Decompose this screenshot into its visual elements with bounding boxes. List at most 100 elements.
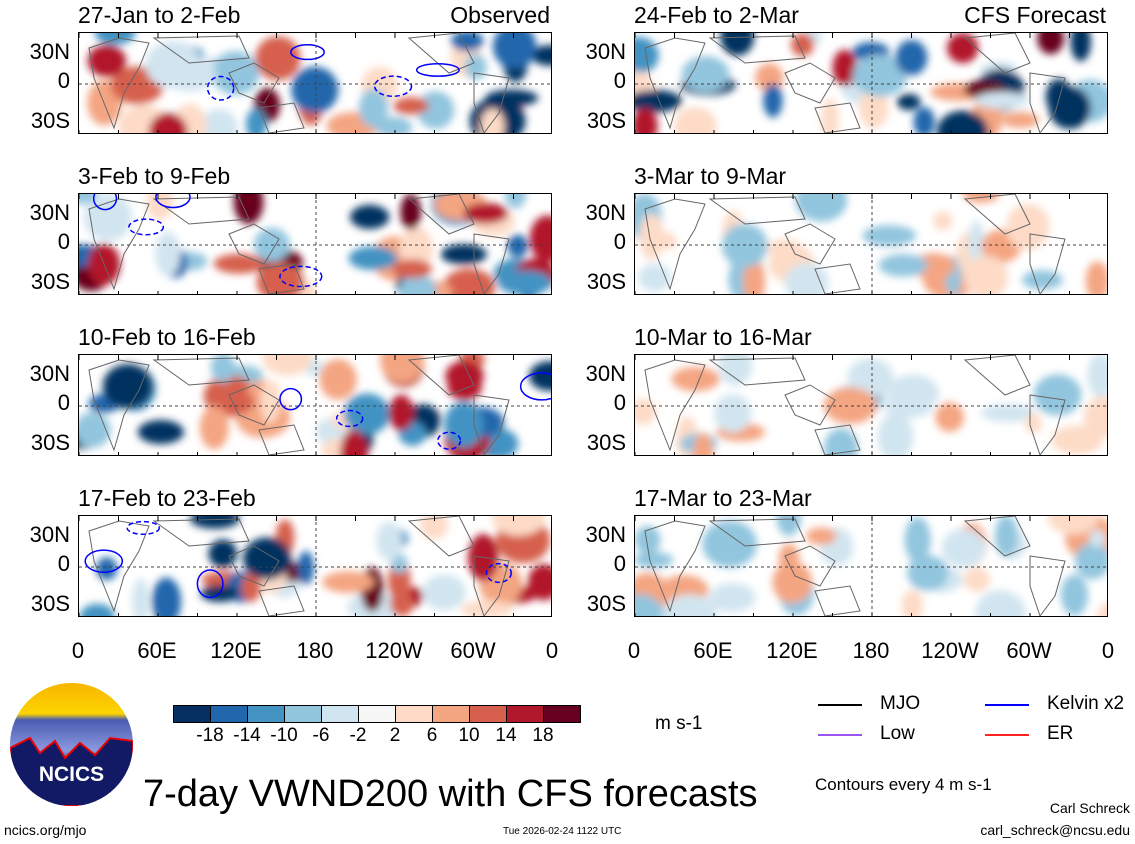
anomaly-blob: [784, 262, 829, 294]
y-tick-label: 0: [613, 551, 626, 576]
y-tick-label: 30S: [30, 108, 70, 133]
coastline: [88, 198, 150, 291]
map-panel: [78, 354, 552, 456]
y-tick-label: 30N: [29, 200, 70, 225]
anomaly-blob: [79, 194, 98, 205]
anomaly-blob: [806, 527, 837, 545]
anomaly-blob: [319, 358, 357, 400]
anomaly-blob: [884, 396, 933, 419]
anomaly-blob: [941, 528, 986, 568]
anomaly-blob: [213, 253, 265, 274]
email: carl_schreck@ncsu.edu: [980, 822, 1130, 838]
x-tick-label: 180: [296, 638, 334, 663]
anomaly-blob: [877, 413, 914, 455]
anomaly-blob: [1048, 86, 1091, 130]
x-tick-label: 0: [627, 638, 641, 663]
legend-label: Kelvin x2: [1047, 693, 1125, 714]
anomaly-blob: [350, 204, 390, 229]
anomaly-blob: [1087, 355, 1107, 398]
coastline: [708, 196, 806, 225]
x-tick-label: 120W: [365, 638, 423, 663]
coastline: [152, 518, 250, 547]
anomaly-blob: [243, 537, 292, 580]
site-link[interactable]: ncics.org/mjo: [4, 822, 87, 838]
panel-tag: CFS Forecast: [964, 2, 1106, 28]
coastline: [88, 520, 150, 613]
anomaly-blob: [492, 33, 537, 69]
coastline: [1029, 72, 1066, 133]
anomaly-blob: [1097, 602, 1107, 616]
anomaly-blob: [673, 107, 717, 133]
y-tick-label: 30S: [586, 108, 626, 133]
kelvin-contour: [279, 387, 303, 411]
y-tick-label: 30N: [585, 39, 626, 64]
anomaly-blob: [1033, 374, 1082, 416]
coastline: [473, 394, 510, 455]
y-tick-label: 30N: [585, 200, 626, 225]
legend-label: ER: [1047, 723, 1074, 744]
coastline: [814, 585, 861, 616]
anomaly-blob: [145, 40, 201, 89]
coastline: [407, 516, 475, 557]
anomaly-blob: [199, 405, 229, 450]
coastline: [814, 263, 861, 294]
map-panel: [78, 193, 552, 295]
anomaly-blob: [241, 572, 261, 602]
colorbar-label: -18: [196, 725, 224, 746]
figure-title: 7-day VWND200 with CFS forecasts: [143, 773, 758, 815]
colorbar-swatch: [211, 706, 248, 722]
anomaly-blob: [795, 194, 848, 222]
anomaly-blob: [348, 246, 398, 271]
colorbar-swatch: [285, 706, 322, 722]
contours-note: Contours every 4 m s-1: [815, 775, 992, 794]
x-tick-label: 60W: [450, 638, 496, 663]
x-tick-label: 60E: [693, 638, 733, 663]
anomaly-blob: [708, 582, 756, 613]
anomaly-blob: [904, 517, 931, 563]
y-tick-label: 30S: [30, 430, 70, 455]
anomaly-blob: [380, 355, 425, 384]
map-panel: [634, 32, 1108, 134]
coastline: [473, 555, 510, 616]
anomaly-blob: [1051, 425, 1103, 455]
anomaly-blob: [291, 66, 339, 113]
colorbar-swatch: [396, 706, 433, 722]
anomaly-blob: [96, 557, 118, 581]
timestamp: Tue 2026-02-24 1122 UTC: [503, 826, 622, 837]
coastline: [152, 35, 250, 64]
coastline: [963, 516, 1031, 557]
anomaly-blob: [210, 355, 235, 383]
anomaly-blob: [376, 521, 403, 561]
anomaly-blob: [1075, 542, 1107, 580]
anomaly-blob: [1022, 270, 1063, 290]
map-panel: [634, 354, 1108, 456]
anomaly-blob: [340, 429, 368, 455]
anomaly-blob: [79, 603, 115, 616]
coastline: [88, 359, 150, 452]
y-tick-label: 0: [613, 390, 626, 415]
y-tick-label: 0: [57, 390, 70, 415]
anomaly-blob: [445, 360, 484, 392]
anomaly-blob: [638, 263, 672, 292]
map-panel: [634, 515, 1108, 617]
x-tick-label: 0: [71, 638, 85, 663]
anomaly-blob: [391, 553, 408, 574]
y-tick-label: 30S: [586, 591, 626, 616]
anomaly-blob: [980, 403, 1036, 423]
y-tick-label: 30N: [585, 522, 626, 547]
anomaly-blob: [721, 223, 768, 268]
anomaly-blob: [388, 394, 414, 431]
anomaly-blob: [635, 551, 674, 568]
anomaly-blob: [755, 63, 784, 92]
y-tick-label: 30N: [29, 361, 70, 386]
anomaly-blob: [693, 432, 714, 455]
anomaly-blob: [671, 366, 720, 392]
anomaly-blob: [974, 91, 1029, 110]
anomaly-blob: [497, 270, 551, 294]
coastline: [708, 357, 806, 386]
kelvin-contour: [335, 409, 364, 428]
anomaly-blob: [451, 33, 484, 52]
anomaly-blob: [393, 97, 430, 115]
anomaly-blob: [491, 516, 546, 536]
panel-title: 17-Mar to 23-Mar: [634, 485, 812, 511]
